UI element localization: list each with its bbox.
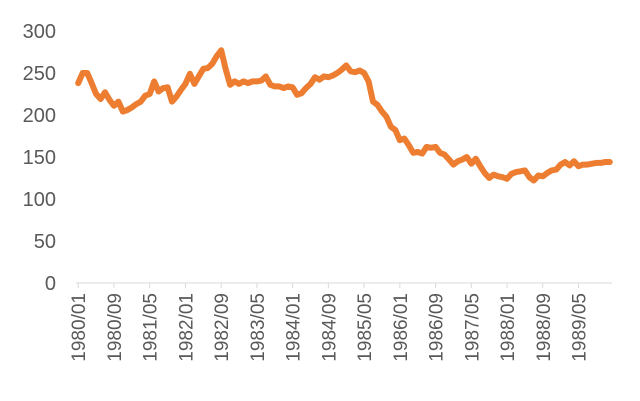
y-tick-label: 150	[23, 147, 56, 169]
x-axis-ticks: 1980/01 1980/09 1981/05 1982/01 1982/09 1983/…	[69, 283, 591, 362]
x-tick-label: 1984/09	[319, 293, 340, 362]
x-tick-label: 1987/05	[462, 293, 483, 362]
x-tick-label: 1982/01	[176, 293, 197, 362]
y-tick-label: 0	[45, 273, 56, 295]
x-tick-label: 1986/09	[427, 293, 448, 362]
x-tick-label: 1983/05	[248, 293, 269, 362]
x-tick-label: 1986/01	[391, 293, 412, 362]
series-line	[75, 47, 613, 184]
y-tick-label: 250	[23, 63, 56, 85]
x-tick-label: 1982/09	[212, 293, 233, 362]
x-tick-label: 1985/05	[355, 293, 376, 362]
x-tick-label: 1980/09	[105, 293, 126, 362]
y-tick-label: 200	[23, 105, 56, 127]
y-tick-label: 300	[23, 21, 56, 43]
y-axis-ticks: 0 50 100 150 200 250 300	[23, 21, 56, 295]
x-tick-label: 1981/05	[141, 293, 162, 362]
x-tick-label: 1984/01	[284, 293, 305, 362]
x-tick-label: 1989/05	[570, 293, 591, 362]
y-tick-label: 50	[34, 231, 56, 253]
x-tick-label: 1988/09	[534, 293, 555, 362]
x-tick-label: 1980/01	[69, 293, 90, 362]
y-tick-label: 100	[23, 189, 56, 211]
x-tick-label: 1988/01	[498, 293, 519, 362]
